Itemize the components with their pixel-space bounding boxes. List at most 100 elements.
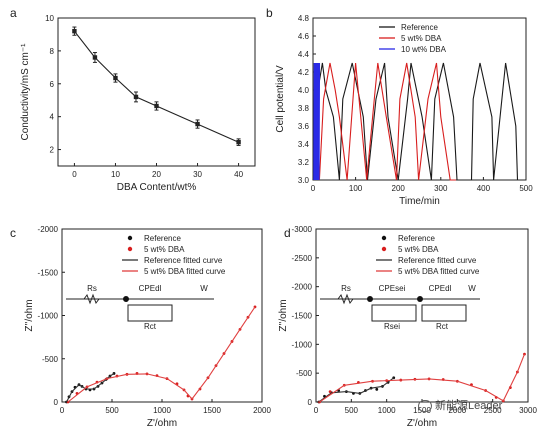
wechat-icon xyxy=(418,400,432,413)
circuit-node xyxy=(417,296,423,302)
x-tick-label: 3000 xyxy=(519,406,537,415)
series-line xyxy=(66,373,115,403)
data-point xyxy=(133,94,139,100)
circuit-label: CPEsei xyxy=(379,284,406,293)
legend-label: Reference xyxy=(401,23,438,32)
y-tick-label: 0 xyxy=(308,398,313,407)
plot-frame xyxy=(61,228,263,403)
x-axis-label: Z'/ohm xyxy=(407,418,437,429)
resistor-symbol xyxy=(337,293,354,305)
legend-label: Reference fitted curve xyxy=(144,256,223,265)
x-tick-label: 500 xyxy=(345,406,359,415)
series-line xyxy=(318,377,395,403)
series-line xyxy=(318,62,457,181)
circuit-node xyxy=(123,296,129,302)
legend-label: 5 wt% DBA fitted curve xyxy=(144,267,226,276)
circuit-branch xyxy=(127,304,173,322)
data-point xyxy=(113,75,118,81)
y-tick-label: 3.8 xyxy=(298,104,310,113)
chart-panel-d: 0 500 1000 1500 2000 2500 30000-500-1000-1500-… xyxy=(278,225,537,429)
x-tick-label: 10 xyxy=(111,170,120,179)
circuit-node xyxy=(367,296,373,302)
data-point xyxy=(92,55,98,60)
equivalent-circuit: Rs CPEsei CPEdl W Rsei Rct xyxy=(320,284,480,331)
resistor-symbol xyxy=(83,293,100,305)
y-tick-label: -2000 xyxy=(38,225,59,234)
data-point xyxy=(236,139,241,145)
x-tick-label: 0 xyxy=(314,406,319,415)
circuit-label: CPEdl xyxy=(429,284,452,293)
watermark: 新能源Leader xyxy=(418,397,502,413)
x-tick-label: 1000 xyxy=(153,406,171,415)
x-tick-label: 1000 xyxy=(378,406,396,415)
circuit-label: CPEdl xyxy=(139,284,162,293)
chart-panel-c: 0 500 1000 1500 2000 0 -500 -1000 -1500 -2000 Z'/o… xyxy=(10,225,271,429)
chart-panel-b: 0 100 200 300 400 500 3.0 3.2 3.4 3.6 3.8 4.0 4.2 4.4… xyxy=(266,6,533,207)
y-tick-label: 8 xyxy=(50,47,55,56)
y-tick-label: 3.0 xyxy=(298,176,310,185)
x-tick-label: 500 xyxy=(105,406,119,415)
y-axis-label: Z''/ohm xyxy=(278,299,289,331)
circuit-label: Rct xyxy=(144,322,157,331)
legend-label: Reference xyxy=(398,234,435,243)
x-tick-label: 200 xyxy=(392,184,406,193)
series-line xyxy=(313,62,321,181)
y-tick-label: 4 xyxy=(50,113,55,122)
circuit-label: W xyxy=(468,284,476,293)
legend-marker xyxy=(381,235,387,241)
y-tick-label: 10 xyxy=(45,14,54,23)
y-tick-label: 3.4 xyxy=(298,140,310,149)
y-tick-label: 6 xyxy=(50,80,55,89)
x-axis-label: DBA Content/wt% xyxy=(117,182,197,193)
legend-label: 5 wt% DBA xyxy=(401,34,442,43)
y-tick-label: 4.0 xyxy=(298,86,310,95)
data-point xyxy=(328,390,332,394)
x-tick-label: 100 xyxy=(349,184,363,193)
panel-letter: a xyxy=(10,6,17,20)
chart-panel-a: 0 10 20 30 40 2 4 6 8 10 DBA Content/wt% Conductivi… xyxy=(10,6,256,193)
x-tick-label: 1500 xyxy=(203,406,221,415)
x-tick-label: 500 xyxy=(519,184,533,193)
data-point xyxy=(375,387,379,391)
y-axis-label: Z''/ohm xyxy=(24,299,35,331)
data-point xyxy=(195,121,200,127)
y-tick-label: 3.2 xyxy=(298,158,310,167)
y-tick-label: 4.6 xyxy=(298,32,310,41)
x-tick-label: 40 xyxy=(234,170,243,179)
y-tick-label: -1000 xyxy=(292,340,313,349)
x-tick-label: 2000 xyxy=(253,406,271,415)
y-tick-label: 0 xyxy=(54,398,59,407)
x-tick-label: 2500 xyxy=(484,406,502,415)
circuit-label: Rs xyxy=(341,284,351,293)
equivalent-circuit: Rs CPEdl W Rct xyxy=(66,284,214,331)
y-tick-label: -500 xyxy=(42,355,59,364)
x-tick-label: 0 xyxy=(72,170,77,179)
x-tick-label: 30 xyxy=(193,170,202,179)
watermark-text: 新能源Leader xyxy=(435,400,503,412)
y-tick-label: 4.8 xyxy=(298,14,310,23)
y-tick-label: -2000 xyxy=(292,283,313,292)
series-line xyxy=(319,353,526,403)
legend-label: 5 wt% DBA xyxy=(398,245,439,254)
circuit-branch xyxy=(371,304,417,322)
panel-letter: d xyxy=(284,226,291,240)
y-axis-label: Cell potential/V xyxy=(275,65,286,133)
x-axis-label: Time/min xyxy=(399,196,440,207)
circuit-label: Rsei xyxy=(384,322,400,331)
x-tick-label: 0 xyxy=(60,406,65,415)
legend-label: 10 wt% DBA xyxy=(401,45,447,54)
legend-label: Reference fitted curve xyxy=(398,256,477,265)
y-tick-label: 2 xyxy=(50,146,55,155)
x-tick-label: 20 xyxy=(152,170,161,179)
legend-marker xyxy=(127,246,133,252)
y-tick-label: -2500 xyxy=(292,254,313,263)
legend-label: 5 wt% DBA fitted curve xyxy=(398,267,480,276)
circuit-label: W xyxy=(200,284,208,293)
y-tick-label: -1000 xyxy=(38,312,59,321)
x-tick-label: 400 xyxy=(477,184,491,193)
y-tick-label: -1500 xyxy=(292,312,313,321)
x-tick-label: 0 xyxy=(311,184,316,193)
x-tick-label: 2000 xyxy=(448,406,466,415)
plot-frame xyxy=(57,17,256,167)
